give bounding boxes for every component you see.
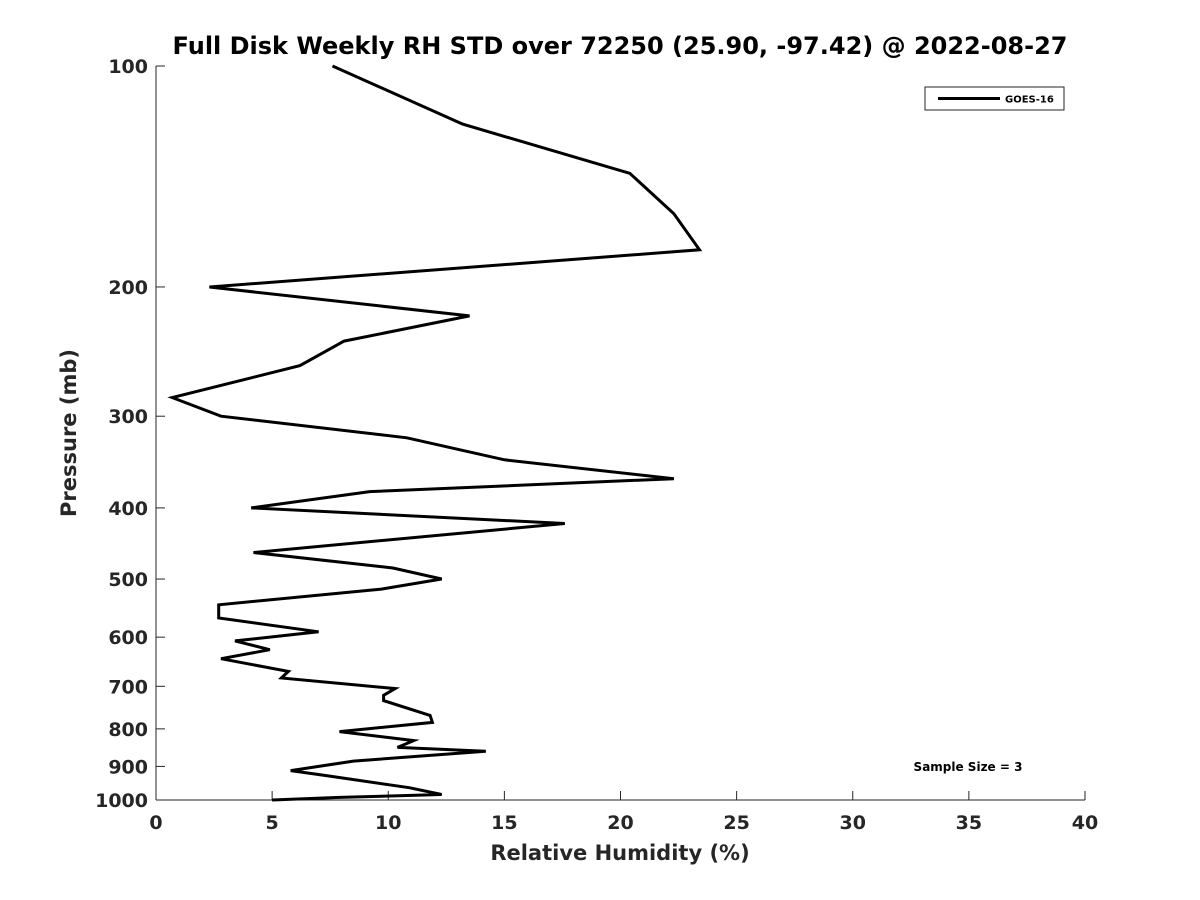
chart-title: Full Disk Weekly RH STD over 72250 (25.9… [173,32,1068,60]
sample-size-annotation: Sample Size = 3 [914,760,1023,774]
x-tick-label: 25 [723,812,749,834]
y-tick-label: 500 [108,569,148,591]
plot-area: 0 5 10 15 20 25 30 35 40 100 200 300 400 500 600 700 80… [95,56,1098,834]
x-tick-label: 40 [1072,812,1098,834]
x-tick-label: 30 [840,812,866,834]
legend-entry-goes-16: GOES-16 [1005,95,1054,106]
y-tick-label: 1000 [95,790,148,812]
series-layer [167,64,703,802]
y-ticks: 100 200 300 400 500 600 700 800 900 1000 [95,56,165,812]
y-tick-label: 100 [108,56,148,78]
x-tick-label: 20 [607,812,633,834]
y-tick-label: 600 [108,627,148,649]
legend: GOES-16 [924,86,1065,111]
x-tick-label: 10 [375,812,401,834]
y-tick-label: 800 [108,719,148,741]
x-axis-label: Relative Humidity (%) [490,841,749,865]
x-tick-label: 15 [491,812,517,834]
x-tick-label: 0 [149,812,162,834]
y-tick-label: 700 [108,676,148,698]
y-tick-label: 900 [108,756,148,778]
x-tick-label: 5 [266,812,279,834]
y-tick-label: 400 [108,498,148,520]
y-tick-label: 300 [108,406,148,428]
series-line-goes-16 [167,64,703,802]
x-ticks: 0 5 10 15 20 25 30 35 40 [149,791,1098,834]
y-axis-label: Pressure (mb) [57,349,81,517]
x-tick-label: 35 [956,812,982,834]
y-tick-label: 200 [108,277,148,299]
